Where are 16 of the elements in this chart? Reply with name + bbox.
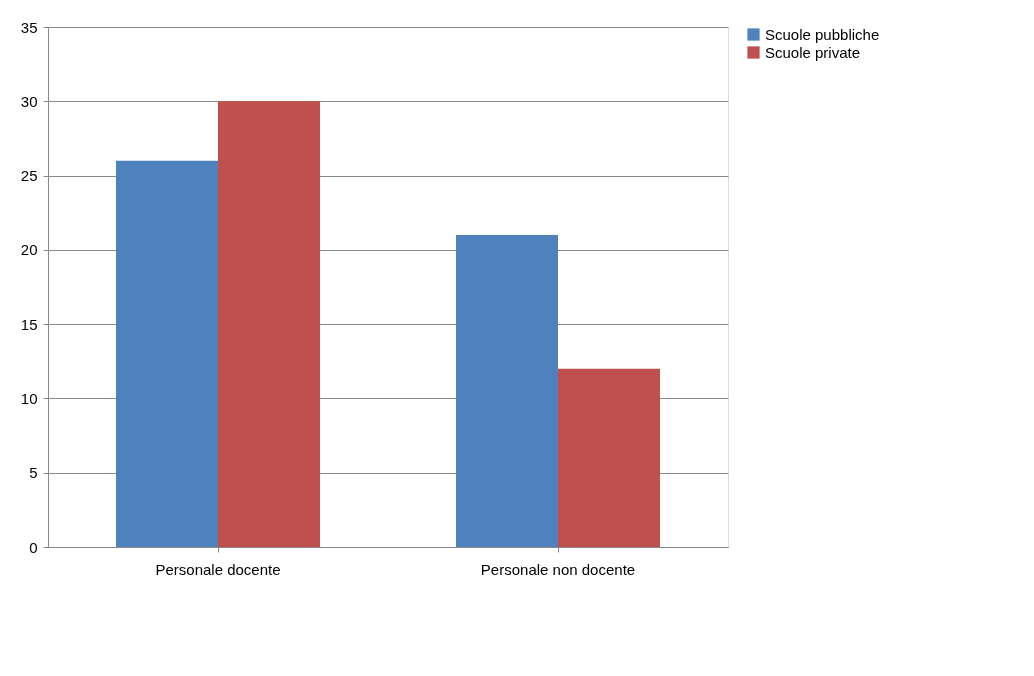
x-tick-label: Personale non docente (480, 560, 636, 578)
y-tick-label: 30 (20, 92, 38, 110)
y-tick-label: 35 (20, 18, 38, 36)
y-tick-label: 25 (20, 167, 38, 185)
x-tick-label: Personale docente (155, 560, 281, 578)
y-tick-label: 5 (29, 464, 38, 482)
bar (218, 101, 320, 547)
y-tick-label: 10 (20, 389, 38, 407)
bar (456, 235, 558, 547)
y-tick-label: 15 (20, 315, 38, 333)
y-tick-label: 20 (20, 241, 38, 259)
legend-label: Scuole private (765, 43, 861, 61)
legend-label: Scuole pubbliche (765, 25, 880, 43)
bar (116, 160, 218, 547)
bar (558, 368, 660, 547)
y-tick-label: 0 (29, 538, 38, 556)
